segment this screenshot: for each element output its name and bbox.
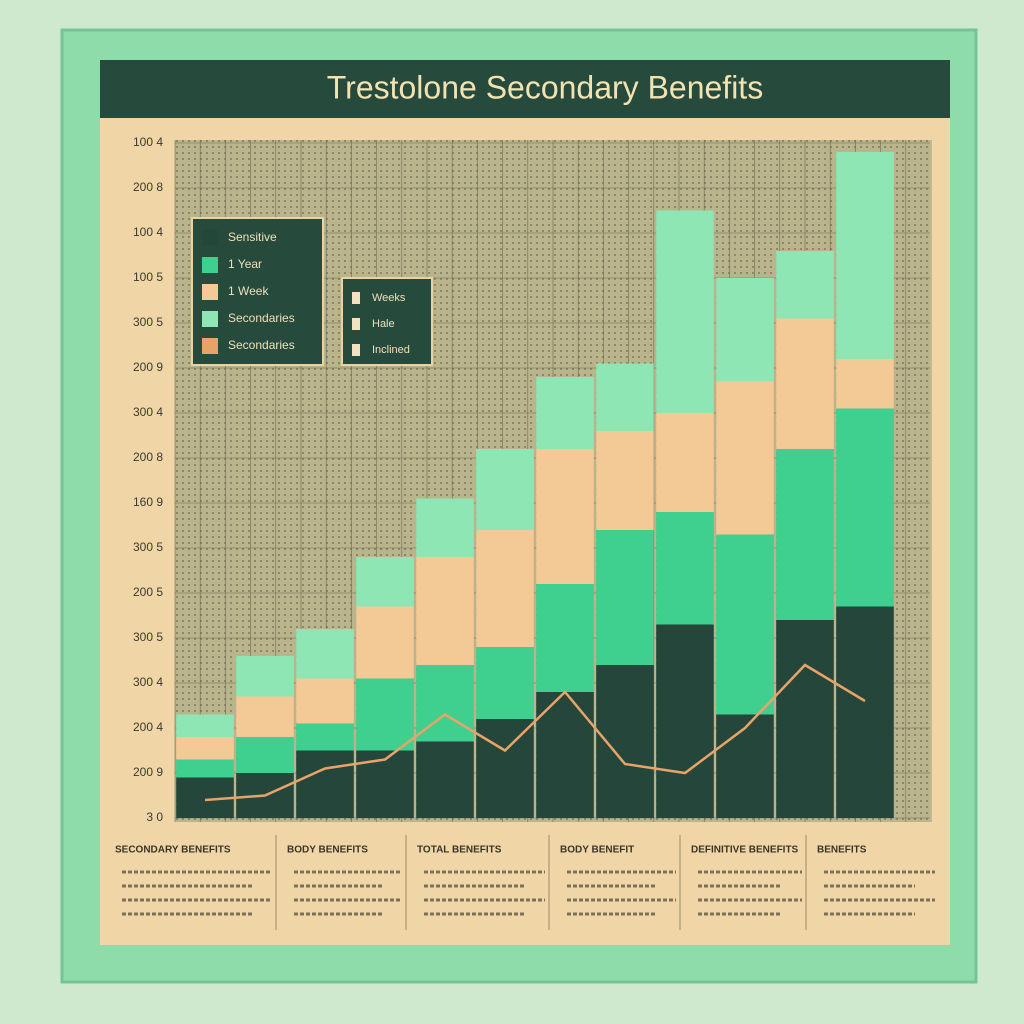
legend-swatch — [202, 257, 218, 273]
bar-segment — [596, 530, 654, 665]
bar-segment — [476, 449, 534, 530]
bar-segment — [656, 624, 714, 818]
bar-segment — [716, 278, 774, 382]
bar-segment — [476, 647, 534, 719]
bar-segment — [836, 408, 894, 607]
bar-segment — [656, 512, 714, 625]
bar-segment — [416, 498, 474, 557]
bar-segment — [536, 449, 594, 584]
y-tick-label: 100 5 — [133, 270, 163, 284]
bar-segment — [416, 557, 474, 665]
y-tick-label: 200 8 — [133, 450, 163, 464]
bar-segment — [296, 678, 354, 724]
note-heading: TOTAL BENEFITS — [417, 845, 502, 856]
chart-title: Trestolone Secondary Benefits — [327, 69, 763, 105]
bar-segment — [536, 584, 594, 692]
legend2-label: Weeks — [372, 292, 406, 304]
y-tick-label: 100 4 — [133, 135, 163, 149]
legend-label: 1 Year — [228, 257, 262, 271]
bar-segment — [596, 363, 654, 431]
bar-segment — [716, 381, 774, 535]
y-tick-label: 200 9 — [133, 360, 163, 374]
legend-label: 1 Week — [228, 284, 269, 298]
bar-segment — [356, 678, 414, 751]
bar-segment — [836, 606, 894, 818]
y-tick-label: 100 4 — [133, 225, 163, 239]
bar-segment — [716, 714, 774, 818]
note-heading: SECONDARY BENEFITS — [115, 845, 231, 856]
y-tick-label: 200 4 — [133, 720, 163, 734]
bar-segment — [176, 737, 234, 760]
bar-segment — [596, 431, 654, 530]
legend-swatch — [202, 230, 218, 246]
y-tick-label: 300 4 — [133, 675, 163, 689]
note-heading: BENEFITS — [817, 845, 867, 856]
bar-segment — [656, 413, 714, 512]
notes-panel — [100, 825, 950, 943]
bar-segment — [416, 741, 474, 818]
y-tick-label: 300 5 — [133, 315, 163, 329]
title-bar — [100, 60, 950, 118]
y-tick-label: 200 8 — [133, 180, 163, 194]
legend2-label: Hale — [372, 318, 395, 330]
bar-segment — [776, 449, 834, 620]
bar-segment — [236, 656, 294, 697]
bar-segment — [836, 359, 894, 409]
y-tick-label: 200 9 — [133, 765, 163, 779]
legend-label: Secondaries — [228, 311, 295, 325]
bar-segment — [716, 534, 774, 715]
y-tick-label: 300 5 — [133, 540, 163, 554]
legend-swatch — [202, 284, 218, 300]
bar-segment — [356, 606, 414, 679]
legend2-swatch — [352, 292, 360, 304]
legend-label: Sensitive — [228, 230, 277, 244]
bar-segment — [536, 377, 594, 449]
y-tick-label: 300 4 — [133, 405, 163, 419]
note-heading: DEFINITIVE BENEFITS — [691, 845, 799, 856]
bar-segment — [236, 696, 294, 737]
legend2-label: Inclined — [372, 344, 410, 356]
bar-segment — [176, 714, 234, 737]
bar-segment — [776, 251, 834, 319]
bar-segment — [296, 629, 354, 679]
bar-segment — [776, 620, 834, 818]
bar-segment — [356, 557, 414, 607]
bar-segment — [296, 750, 354, 818]
y-tick-label: 300 5 — [133, 630, 163, 644]
legend-label: Secondaries — [228, 338, 295, 352]
note-heading: BODY BENEFITS — [287, 845, 368, 856]
bar-segment — [296, 723, 354, 751]
note-heading: BODY BENEFIT — [560, 845, 634, 856]
legend2-swatch — [352, 318, 360, 330]
bar-segment — [176, 759, 234, 778]
legend-swatch — [202, 338, 218, 354]
bar-segment — [476, 530, 534, 647]
bar-segment — [236, 737, 294, 773]
y-tick-label: 200 5 — [133, 585, 163, 599]
bar-segment — [536, 692, 594, 818]
line-series — [204, 663, 866, 802]
legend2-swatch — [352, 344, 360, 356]
legend-swatch — [202, 311, 218, 327]
y-tick-label: 3 0 — [146, 810, 163, 824]
y-tick-label: 160 9 — [133, 495, 163, 509]
bar-segment — [776, 318, 834, 449]
bar-segment — [836, 152, 894, 359]
bar-segment — [476, 719, 534, 818]
bar-segment — [656, 210, 714, 413]
